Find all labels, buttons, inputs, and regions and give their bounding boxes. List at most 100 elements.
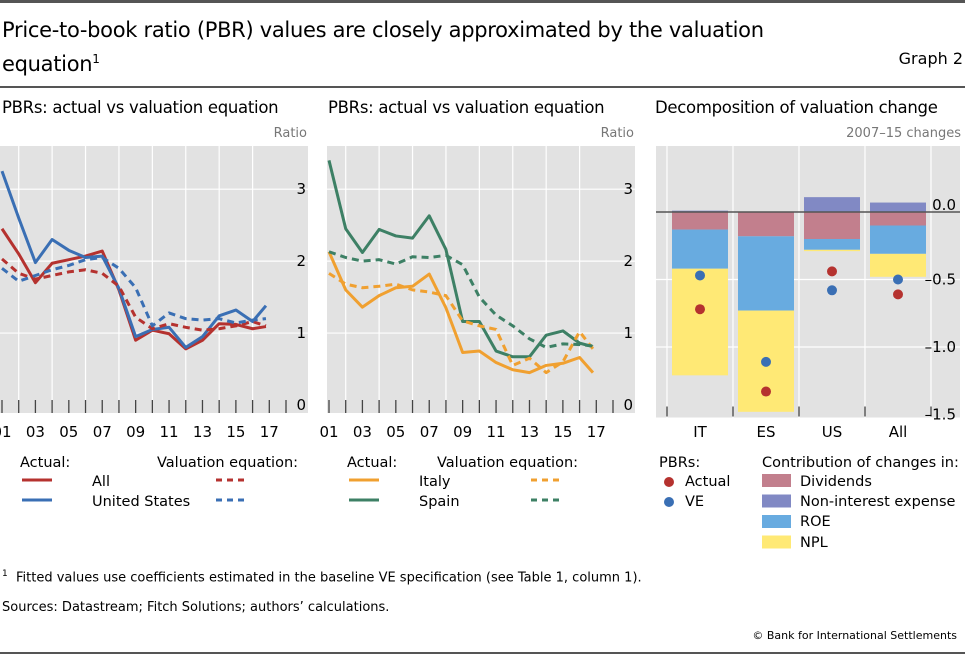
dot-es-ve bbox=[761, 356, 771, 367]
graph-number: Graph 2 bbox=[898, 49, 963, 68]
legend3-swatch-npl bbox=[762, 535, 791, 549]
panel3-xtick-label-all: All bbox=[889, 423, 908, 441]
legend1-item-all: All bbox=[92, 474, 110, 490]
legend3-swatch-dividends bbox=[762, 474, 791, 487]
panel1-xtick-label: 07 bbox=[93, 423, 112, 441]
legend2-actual-heading: Actual: bbox=[347, 455, 398, 471]
panel1-ytick-label: 2 bbox=[296, 252, 306, 270]
footnote-mark: 1 bbox=[2, 569, 8, 579]
bar-all-roe bbox=[870, 225, 926, 254]
legend3-contrib-heading: Contribution of changes in: bbox=[762, 455, 959, 471]
panel2-unit: Ratio bbox=[600, 126, 634, 141]
panel2-xtick-label: 07 bbox=[420, 423, 439, 441]
header-rule bbox=[0, 86, 965, 88]
panel1-ytick-label: 1 bbox=[296, 324, 306, 342]
dot-all-actual bbox=[893, 289, 903, 300]
bar-it-roe bbox=[672, 229, 728, 269]
legend3-item-npl: NPL bbox=[800, 535, 828, 551]
copyright: © Bank for International Settlements bbox=[752, 629, 957, 642]
bar-es-dividends bbox=[738, 212, 794, 237]
panel2-xtick-label: 03 bbox=[353, 423, 372, 441]
legend1-actual-heading: Actual: bbox=[20, 455, 71, 471]
legend2-item-spain: Spain bbox=[419, 494, 460, 510]
bar-all-npl bbox=[870, 253, 926, 277]
panel2-xtick-label: 01 bbox=[319, 423, 338, 441]
panel1-xtick-label: 11 bbox=[160, 423, 179, 441]
legend3-item-nonint: Non-interest expense bbox=[800, 494, 956, 510]
bar-it-npl bbox=[672, 268, 728, 376]
bar-us-non-interest-expense bbox=[804, 197, 860, 212]
panel1-series-united-states-valuation-equation bbox=[1, 256, 267, 328]
panel1-unit: Ratio bbox=[273, 126, 307, 141]
panel1-xtick-label: 05 bbox=[59, 423, 78, 441]
panel2-xtick-label: 05 bbox=[386, 423, 405, 441]
panel1-ytick-label: 0 bbox=[296, 396, 306, 414]
legend3-item-ve: VE bbox=[685, 494, 705, 510]
panel2-xtick-label: 09 bbox=[453, 423, 472, 441]
panel3-ytick-label: 0.0 bbox=[932, 196, 956, 214]
panel1-series-all-valuation-equation bbox=[1, 257, 267, 332]
dot-it-ve bbox=[695, 270, 705, 281]
legend2-ve-heading: Valuation equation: bbox=[437, 455, 579, 471]
panel2-xtick-label: 13 bbox=[520, 423, 539, 441]
panel1-ytick-label: 3 bbox=[296, 180, 306, 198]
panel2-ytick-label: 0 bbox=[623, 396, 633, 414]
panel2-ytick-label: 2 bbox=[623, 252, 633, 270]
panel2-xtick-label: 15 bbox=[553, 423, 572, 441]
panel3-ytick-label: –1.0 bbox=[925, 338, 956, 356]
bar-us-npl bbox=[804, 249, 860, 252]
panel1-title: PBRs: actual vs valuation equation bbox=[2, 98, 279, 117]
legend1-item-us: United States bbox=[92, 494, 191, 510]
bar-us-dividends bbox=[804, 212, 860, 239]
bar-it-dividends bbox=[672, 212, 728, 230]
panel1-xtick-label: 01 bbox=[0, 423, 12, 441]
panel1-xtick-label: 15 bbox=[226, 423, 245, 441]
panel3-ytick-label: –0.5 bbox=[925, 271, 956, 289]
panel2-xtick-label: 11 bbox=[487, 423, 506, 441]
legend3-pbr-heading: PBRs: bbox=[659, 455, 701, 471]
legend3-swatch-nonint bbox=[762, 494, 791, 508]
graph-title: Price-to-book ratio (PBR) values are clo… bbox=[2, 18, 764, 76]
legend3-actual-dot bbox=[664, 477, 674, 487]
dot-es-actual bbox=[761, 386, 771, 397]
panel2-series-spain-valuation-equation bbox=[328, 250, 594, 349]
panel3-xtick-label-es: ES bbox=[757, 423, 776, 441]
dot-all-ve bbox=[893, 274, 903, 285]
dot-us-actual bbox=[827, 266, 837, 277]
panel2-series-spain-actual bbox=[327, 160, 594, 359]
panel3-xtick-label-us: US bbox=[822, 423, 843, 441]
legend1-ve-heading: Valuation equation: bbox=[157, 455, 299, 471]
panel1-xtick-label: 09 bbox=[126, 423, 145, 441]
panel2-xtick-label: 17 bbox=[587, 423, 606, 441]
top-rule bbox=[0, 0, 965, 3]
panel2-plot-bg bbox=[327, 146, 635, 413]
panel1-xtick-label: 03 bbox=[26, 423, 45, 441]
bar-all-non-interest-expense bbox=[870, 202, 926, 212]
panel2-series-italy-actual bbox=[327, 251, 595, 375]
legend3-item-roe: ROE bbox=[800, 514, 831, 530]
panel3-unit: 2007–15 changes bbox=[846, 126, 961, 141]
dot-us-ve bbox=[827, 285, 837, 296]
legend3-item-actual: Actual bbox=[685, 474, 731, 490]
title-footnote-mark: 1 bbox=[92, 52, 100, 66]
bar-all-dividends bbox=[870, 212, 926, 226]
legend3-ve-dot bbox=[664, 497, 674, 507]
panel1-plot-bg bbox=[0, 146, 308, 413]
panel2-series-italy-valuation-equation bbox=[328, 272, 595, 375]
panel2-title: PBRs: actual vs valuation equation bbox=[328, 98, 605, 117]
dot-it-actual bbox=[695, 304, 705, 315]
bottom-rule bbox=[0, 652, 965, 654]
panel1-xtick-label: 17 bbox=[260, 423, 279, 441]
panel3-xtick-label-it: IT bbox=[693, 423, 707, 441]
panel3-title: Decomposition of valuation change bbox=[655, 98, 938, 117]
footnote-1: 1 Fitted values use coefficients estimat… bbox=[2, 569, 642, 585]
footnote-text: Fitted values use coefficients estimated… bbox=[16, 570, 642, 586]
panel1-xtick-label: 13 bbox=[193, 423, 212, 441]
panel1-series-united-states-actual bbox=[0, 170, 268, 349]
bar-us-roe bbox=[804, 239, 860, 250]
legend3-item-dividends: Dividends bbox=[800, 474, 872, 490]
panel2-ytick-label: 3 bbox=[623, 180, 633, 198]
panel1-series-all-actual bbox=[0, 227, 267, 351]
panel3-ytick-label: –1.5 bbox=[925, 406, 956, 424]
